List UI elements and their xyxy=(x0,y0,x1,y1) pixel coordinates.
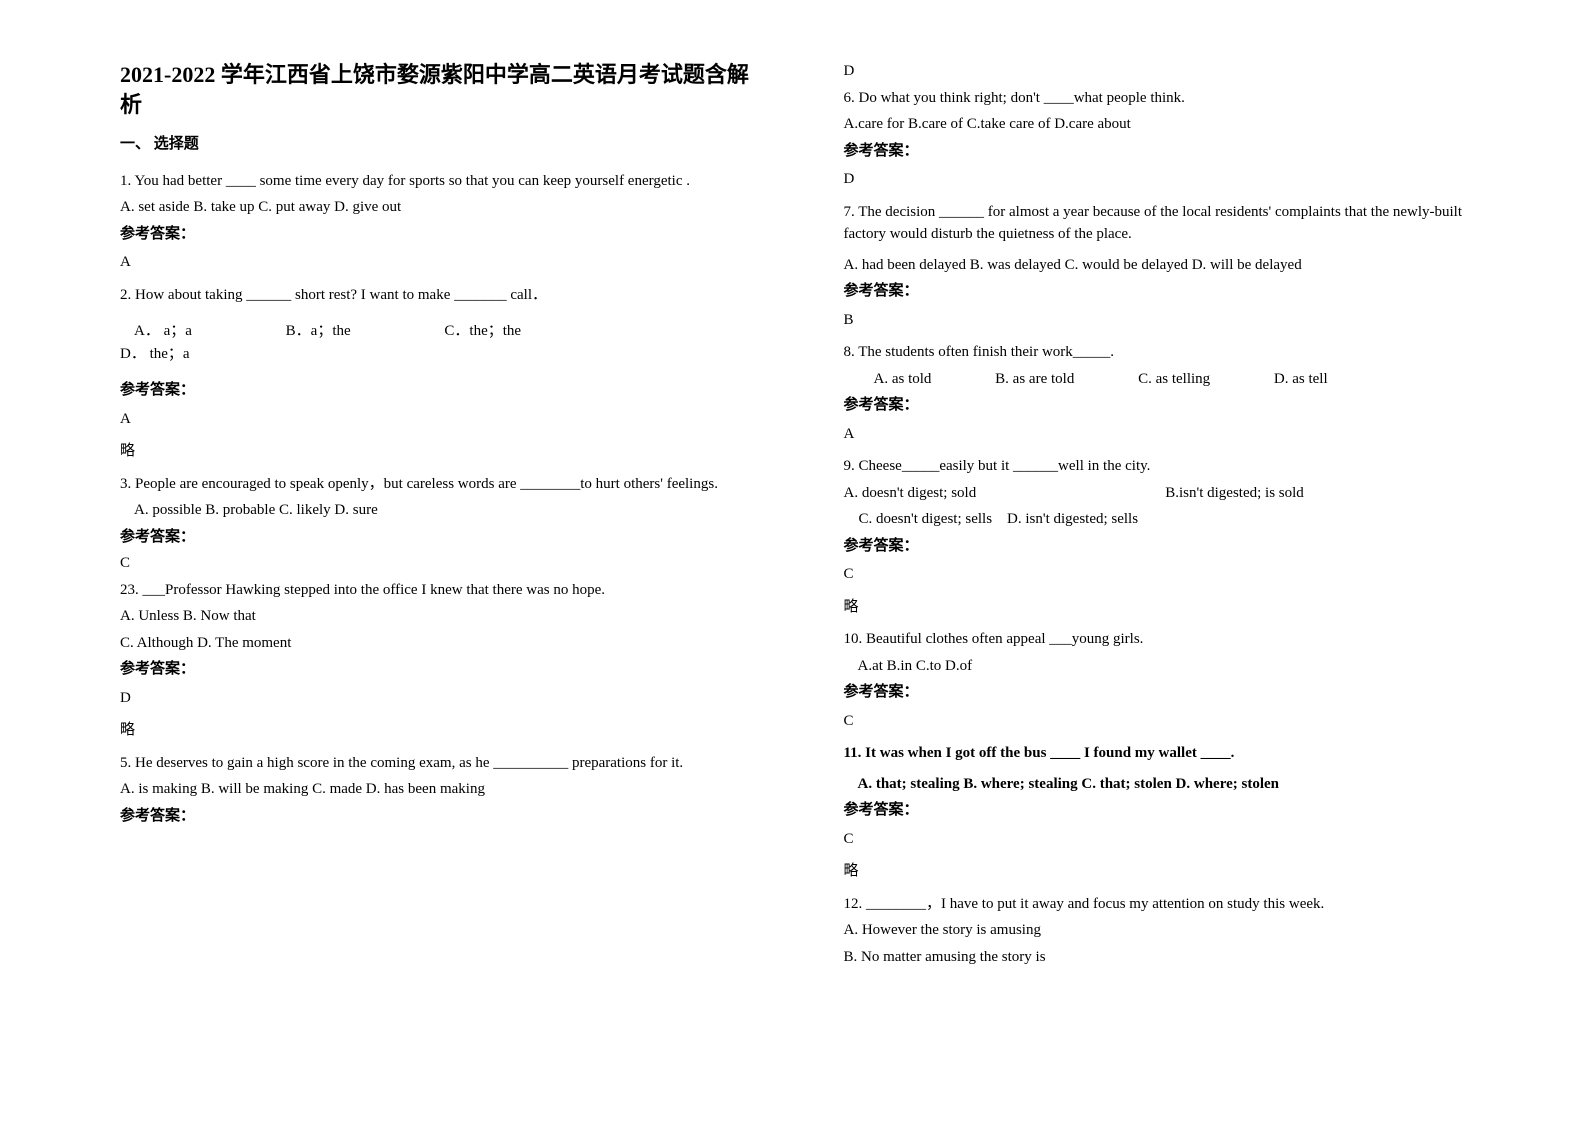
option-c: C．the；the xyxy=(444,320,521,343)
question-9-answer: C xyxy=(844,563,1488,586)
omit-text: 略 xyxy=(844,596,1488,619)
question-10: 10. Beautiful clothes often appeal ___yo… xyxy=(844,628,1488,651)
question-4: 23. ___Professor Hawking stepped into th… xyxy=(120,579,764,602)
question-8: 8. The students often finish their work_… xyxy=(844,341,1488,364)
omit-text: 略 xyxy=(120,440,764,463)
question-9-options-2: C. doesn't digest; sells D. isn't digest… xyxy=(844,508,1488,531)
question-3-options: A. possible B. probable C. likely D. sur… xyxy=(120,499,764,522)
question-10-answer: C xyxy=(844,710,1488,733)
answer-label: 参考答案： xyxy=(120,526,764,549)
question-5-answer: D xyxy=(844,60,1488,83)
answer-label: 参考答案： xyxy=(120,805,764,828)
answer-label: 参考答案： xyxy=(120,223,764,246)
question-7: 7. The decision ______ for almost a year… xyxy=(844,201,1488,246)
question-10-options: A.at B.in C.to D.of xyxy=(844,655,1488,678)
section-heading: 一、 选择题 xyxy=(120,133,764,156)
option-d: D． the；a xyxy=(120,343,190,366)
question-6-answer: D xyxy=(844,168,1488,191)
question-4-options-1: A. Unless B. Now that xyxy=(120,605,764,628)
question-4-answer: D xyxy=(120,687,764,710)
omit-text: 略 xyxy=(120,719,764,742)
left-column: 2021-2022 学年江西省上饶市婺源紫阳中学高二英语月考试题含解析 一、 选… xyxy=(100,60,804,1082)
answer-label: 参考答案： xyxy=(844,535,1488,558)
question-2-options: A． a；a B．a；the C．the；the D． the；a xyxy=(120,320,764,365)
question-8-answer: A xyxy=(844,423,1488,446)
option-b: B. as are told xyxy=(995,368,1074,391)
option-b: B．a；the xyxy=(286,320,351,343)
option-b: B.isn't digested; is sold xyxy=(1165,482,1487,505)
question-5: 5. He deserves to gain a high score in t… xyxy=(120,752,764,775)
question-9: 9. Cheese_____easily but it ______well i… xyxy=(844,455,1488,478)
question-4-options-2: C. Although D. The moment xyxy=(120,632,764,655)
answer-label: 参考答案： xyxy=(844,280,1488,303)
question-7-answer: B xyxy=(844,309,1488,332)
question-6: 6. Do what you think right; don't ____wh… xyxy=(844,87,1488,110)
answer-label: 参考答案： xyxy=(120,379,764,402)
question-12-option-a: A. However the story is amusing xyxy=(844,919,1488,942)
question-2: 2. How about taking ______ short rest? I… xyxy=(120,284,764,307)
question-1-answer: A xyxy=(120,251,764,274)
question-11-options: A. that; stealing B. where; stealing C. … xyxy=(844,773,1488,796)
question-12: 12. ________，I have to put it away and f… xyxy=(844,893,1488,916)
question-11: 11. It was when I got off the bus ____ I… xyxy=(844,742,1488,765)
answer-label: 参考答案： xyxy=(844,799,1488,822)
answer-label: 参考答案： xyxy=(844,140,1488,163)
question-12-option-b: B. No matter amusing the story is xyxy=(844,946,1488,969)
option-a: A. doesn't digest; sold xyxy=(844,482,1166,505)
answer-label: 参考答案： xyxy=(844,394,1488,417)
omit-text: 略 xyxy=(844,860,1488,883)
question-3: 3. People are encouraged to speak openly… xyxy=(120,473,764,496)
right-column: D 6. Do what you think right; don't ____… xyxy=(804,60,1508,1082)
question-7-options: A. had been delayed B. was delayed C. wo… xyxy=(844,254,1488,277)
question-2-answer: A xyxy=(120,408,764,431)
question-1: 1. You had better ____ some time every d… xyxy=(120,170,764,193)
exam-title: 2021-2022 学年江西省上饶市婺源紫阳中学高二英语月考试题含解析 xyxy=(120,60,764,119)
option-a: A． a；a xyxy=(120,320,192,343)
question-3-answer: C xyxy=(120,552,764,575)
option-c: C. as telling xyxy=(1138,368,1210,391)
answer-label: 参考答案： xyxy=(120,658,764,681)
option-d: D. as tell xyxy=(1274,368,1328,391)
question-5-options: A. is making B. will be making C. made D… xyxy=(120,778,764,801)
question-1-options: A. set aside B. take up C. put away D. g… xyxy=(120,196,764,219)
page-container: 2021-2022 学年江西省上饶市婺源紫阳中学高二英语月考试题含解析 一、 选… xyxy=(0,0,1587,1122)
option-a: A. as told xyxy=(874,368,932,391)
question-6-options: A.care for B.care of C.take care of D.ca… xyxy=(844,113,1488,136)
question-9-options-1: A. doesn't digest; sold B.isn't digested… xyxy=(844,482,1488,505)
question-11-answer: C xyxy=(844,828,1488,851)
question-8-options: A. as told B. as are told C. as telling … xyxy=(844,368,1488,391)
answer-label: 参考答案： xyxy=(844,681,1488,704)
